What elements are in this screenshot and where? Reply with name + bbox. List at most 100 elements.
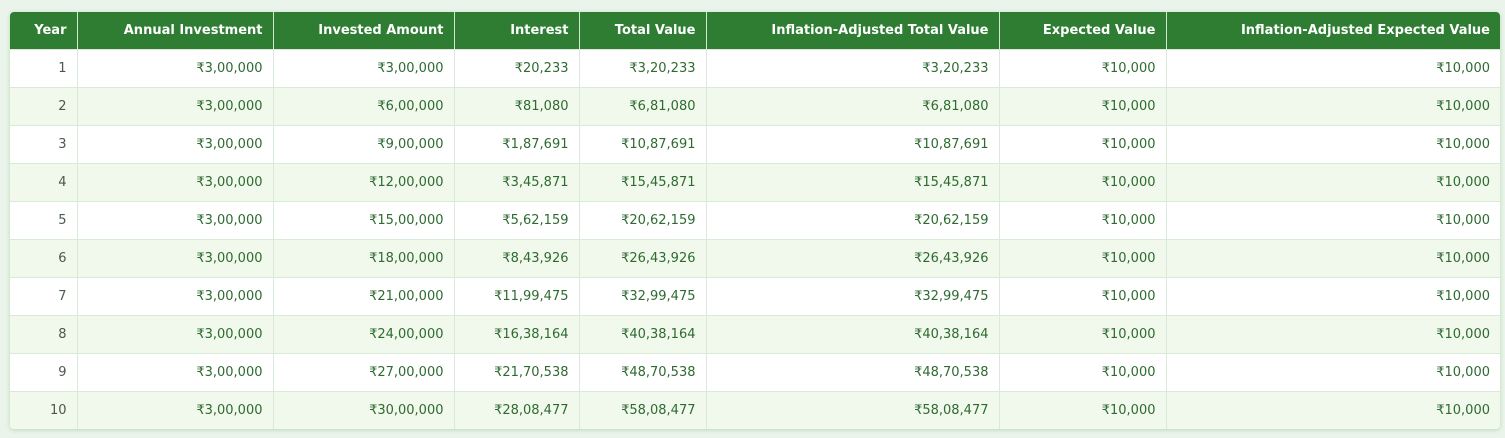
cell-invested-amount: ₹24,00,000 [273, 314, 455, 353]
header-year[interactable]: Year [10, 12, 78, 49]
cell-invested-amount: ₹27,00,000 [273, 352, 455, 391]
cell-annual-investment: ₹3,00,000 [77, 276, 274, 315]
cell-interest: ₹3,45,871 [454, 162, 580, 201]
cell-year: 3 [10, 124, 78, 163]
header-row: Year Annual Investment Invested Amount I… [10, 12, 1500, 49]
header-expected-value[interactable]: Expected Value [999, 12, 1167, 49]
cell-interest: ₹8,43,926 [454, 238, 580, 277]
cell-inflation-adjusted-expected-value: ₹10,000 [1166, 48, 1500, 87]
cell-total-value: ₹3,20,233 [579, 48, 707, 87]
cell-invested-amount: ₹12,00,000 [273, 162, 455, 201]
header-total-value[interactable]: Total Value [579, 12, 707, 49]
table-row: 5 ₹3,00,000 ₹15,00,000 ₹5,62,159 ₹20,62,… [10, 200, 1500, 239]
cell-inflation-adjusted-total-value: ₹26,43,926 [706, 238, 1000, 277]
cell-expected-value: ₹10,000 [999, 390, 1167, 429]
cell-year: 8 [10, 314, 78, 353]
cell-annual-investment: ₹3,00,000 [77, 352, 274, 391]
investment-growth-table: Year Annual Investment Invested Amount I… [10, 12, 1500, 429]
header-interest[interactable]: Interest [454, 12, 580, 49]
cell-inflation-adjusted-total-value: ₹32,99,475 [706, 276, 1000, 315]
cell-invested-amount: ₹21,00,000 [273, 276, 455, 315]
cell-inflation-adjusted-total-value: ₹48,70,538 [706, 352, 1000, 391]
header-invested-amount[interactable]: Invested Amount [273, 12, 455, 49]
cell-inflation-adjusted-total-value: ₹58,08,477 [706, 390, 1000, 429]
cell-inflation-adjusted-expected-value: ₹10,000 [1166, 352, 1500, 391]
cell-expected-value: ₹10,000 [999, 314, 1167, 353]
header-inflation-adjusted-expected-value[interactable]: Inflation-Adjusted Expected Value [1166, 12, 1500, 49]
cell-annual-investment: ₹3,00,000 [77, 86, 274, 125]
cell-inflation-adjusted-expected-value: ₹10,000 [1166, 124, 1500, 163]
cell-annual-investment: ₹3,00,000 [77, 314, 274, 353]
cell-expected-value: ₹10,000 [999, 48, 1167, 87]
table-row: 8 ₹3,00,000 ₹24,00,000 ₹16,38,164 ₹40,38… [10, 314, 1500, 353]
table-row: 2 ₹3,00,000 ₹6,00,000 ₹81,080 ₹6,81,080 … [10, 86, 1500, 125]
cell-year: 9 [10, 352, 78, 391]
cell-expected-value: ₹10,000 [999, 352, 1167, 391]
table-row: 9 ₹3,00,000 ₹27,00,000 ₹21,70,538 ₹48,70… [10, 352, 1500, 391]
cell-total-value: ₹20,62,159 [579, 200, 707, 239]
table-row: 6 ₹3,00,000 ₹18,00,000 ₹8,43,926 ₹26,43,… [10, 238, 1500, 277]
cell-inflation-adjusted-expected-value: ₹10,000 [1166, 162, 1500, 201]
cell-inflation-adjusted-expected-value: ₹10,000 [1166, 200, 1500, 239]
cell-expected-value: ₹10,000 [999, 86, 1167, 125]
cell-inflation-adjusted-expected-value: ₹10,000 [1166, 276, 1500, 315]
cell-total-value: ₹48,70,538 [579, 352, 707, 391]
cell-year: 2 [10, 86, 78, 125]
cell-interest: ₹28,08,477 [454, 390, 580, 429]
cell-total-value: ₹6,81,080 [579, 86, 707, 125]
cell-annual-investment: ₹3,00,000 [77, 124, 274, 163]
cell-invested-amount: ₹18,00,000 [273, 238, 455, 277]
cell-expected-value: ₹10,000 [999, 124, 1167, 163]
cell-inflation-adjusted-total-value: ₹3,20,233 [706, 48, 1000, 87]
cell-total-value: ₹26,43,926 [579, 238, 707, 277]
cell-annual-investment: ₹3,00,000 [77, 238, 274, 277]
cell-total-value: ₹58,08,477 [579, 390, 707, 429]
cell-annual-investment: ₹3,00,000 [77, 200, 274, 239]
cell-interest: ₹11,99,475 [454, 276, 580, 315]
cell-total-value: ₹32,99,475 [579, 276, 707, 315]
header-inflation-adjusted-total-value[interactable]: Inflation-Adjusted Total Value [706, 12, 1000, 49]
cell-interest: ₹16,38,164 [454, 314, 580, 353]
cell-year: 10 [10, 390, 78, 429]
table-row: 1 ₹3,00,000 ₹3,00,000 ₹20,233 ₹3,20,233 … [10, 48, 1500, 87]
cell-total-value: ₹15,45,871 [579, 162, 707, 201]
cell-interest: ₹1,87,691 [454, 124, 580, 163]
cell-total-value: ₹10,87,691 [579, 124, 707, 163]
cell-expected-value: ₹10,000 [999, 162, 1167, 201]
cell-invested-amount: ₹6,00,000 [273, 86, 455, 125]
table-row: 10 ₹3,00,000 ₹30,00,000 ₹28,08,477 ₹58,0… [10, 390, 1500, 429]
cell-inflation-adjusted-total-value: ₹6,81,080 [706, 86, 1000, 125]
cell-annual-investment: ₹3,00,000 [77, 390, 274, 429]
header-annual-investment[interactable]: Annual Investment [77, 12, 274, 49]
cell-expected-value: ₹10,000 [999, 238, 1167, 277]
cell-inflation-adjusted-total-value: ₹40,38,164 [706, 314, 1000, 353]
cell-year: 4 [10, 162, 78, 201]
cell-interest: ₹5,62,159 [454, 200, 580, 239]
cell-interest: ₹21,70,538 [454, 352, 580, 391]
cell-year: 1 [10, 48, 78, 87]
cell-inflation-adjusted-total-value: ₹10,87,691 [706, 124, 1000, 163]
cell-inflation-adjusted-expected-value: ₹10,000 [1166, 86, 1500, 125]
investment-table-card: Year Annual Investment Invested Amount I… [10, 12, 1500, 429]
cell-invested-amount: ₹30,00,000 [273, 390, 455, 429]
table-row: 4 ₹3,00,000 ₹12,00,000 ₹3,45,871 ₹15,45,… [10, 162, 1500, 201]
cell-inflation-adjusted-expected-value: ₹10,000 [1166, 390, 1500, 429]
cell-invested-amount: ₹3,00,000 [273, 48, 455, 87]
cell-annual-investment: ₹3,00,000 [77, 162, 274, 201]
cell-inflation-adjusted-expected-value: ₹10,000 [1166, 238, 1500, 277]
cell-inflation-adjusted-total-value: ₹20,62,159 [706, 200, 1000, 239]
table-row: 7 ₹3,00,000 ₹21,00,000 ₹11,99,475 ₹32,99… [10, 276, 1500, 315]
cell-year: 7 [10, 276, 78, 315]
table-header: Year Annual Investment Invested Amount I… [10, 12, 1500, 49]
table-body: 1 ₹3,00,000 ₹3,00,000 ₹20,233 ₹3,20,233 … [10, 48, 1500, 429]
cell-year: 6 [10, 238, 78, 277]
cell-interest: ₹81,080 [454, 86, 580, 125]
cell-inflation-adjusted-expected-value: ₹10,000 [1166, 314, 1500, 353]
cell-invested-amount: ₹15,00,000 [273, 200, 455, 239]
cell-total-value: ₹40,38,164 [579, 314, 707, 353]
cell-expected-value: ₹10,000 [999, 276, 1167, 315]
cell-year: 5 [10, 200, 78, 239]
cell-interest: ₹20,233 [454, 48, 580, 87]
cell-invested-amount: ₹9,00,000 [273, 124, 455, 163]
cell-annual-investment: ₹3,00,000 [77, 48, 274, 87]
